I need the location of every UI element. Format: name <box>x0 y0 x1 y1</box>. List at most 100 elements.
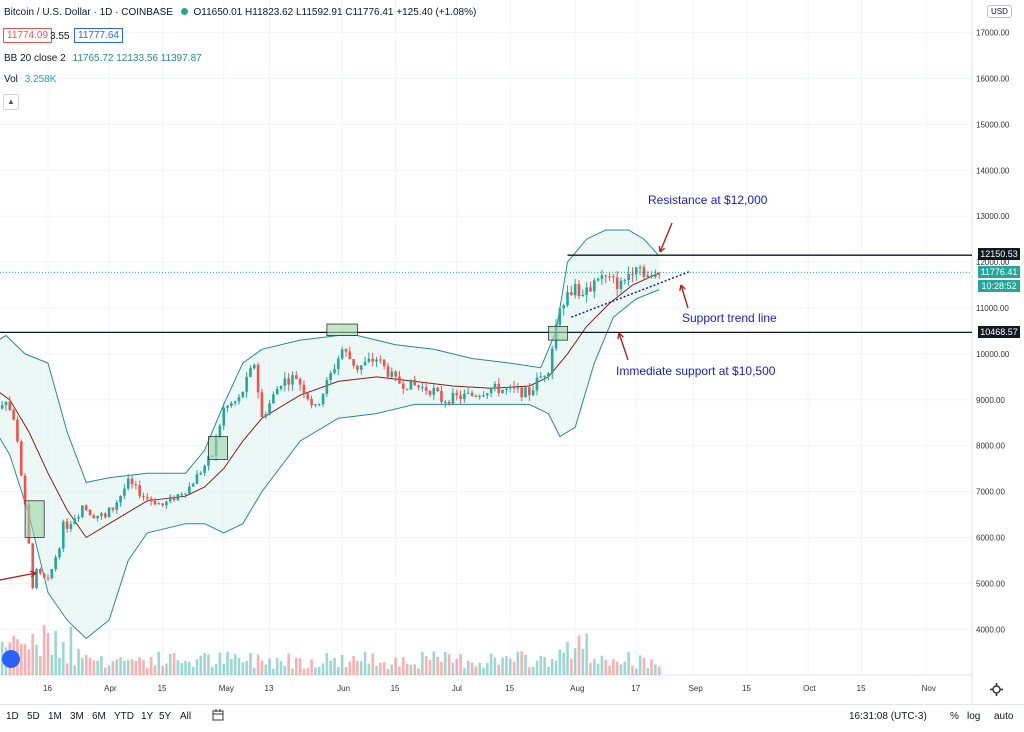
candle-body <box>642 267 646 277</box>
timeframe-1d[interactable]: 1D <box>6 711 19 722</box>
volume-bar <box>329 660 332 675</box>
time-tick-label: 15 <box>742 684 751 693</box>
tradingview-logo-icon[interactable] <box>2 650 20 668</box>
candle-body <box>390 371 394 377</box>
candle-body <box>298 378 302 385</box>
candle-body <box>631 273 634 275</box>
candle-body <box>352 359 355 366</box>
volume-bar <box>317 666 321 675</box>
price-tick-label: 11000.00 <box>976 304 1009 313</box>
collapse-legend-button[interactable]: ▲ <box>3 94 19 110</box>
volume-bar <box>508 658 512 675</box>
candle-body <box>226 405 229 408</box>
candle-body <box>165 501 168 506</box>
volume-bar <box>596 663 600 675</box>
candle-body <box>592 280 596 292</box>
volume-bar <box>119 657 122 675</box>
timeframe-all[interactable]: All <box>180 711 192 722</box>
timeframe-ytd[interactable]: YTD <box>114 711 134 722</box>
volume-bar <box>550 659 554 675</box>
volume-bar <box>134 661 138 675</box>
clock-time[interactable]: 16:31:08 (UTC-3) <box>849 711 927 722</box>
volume-bar <box>627 652 630 675</box>
volume-bar <box>207 654 210 675</box>
annotation-arrow-head <box>679 284 686 292</box>
volume-label: Vol <box>4 74 18 85</box>
volume-bar <box>31 634 35 675</box>
volume-bar <box>486 663 489 675</box>
volume-bar <box>46 633 50 675</box>
candle-body <box>126 478 130 489</box>
settings-gear-icon[interactable] <box>990 683 1003 696</box>
candle-body <box>207 456 210 466</box>
volume-bar <box>27 649 31 675</box>
volume-bar <box>100 656 103 675</box>
currency-badge[interactable]: USD <box>987 5 1012 18</box>
candle-body <box>283 378 287 386</box>
volume-bar <box>638 655 642 675</box>
volume-bar <box>581 648 585 675</box>
volume-bar <box>23 644 27 675</box>
volume-bar <box>153 665 157 675</box>
candle-body <box>401 383 405 389</box>
volume-bar <box>165 663 168 675</box>
auto-toggle[interactable]: auto <box>994 711 1014 722</box>
volume-bar <box>81 657 84 675</box>
candle-body <box>115 502 119 510</box>
timeframe-1m[interactable]: 1M <box>48 711 62 722</box>
candle-body <box>31 543 35 588</box>
candle-body <box>455 392 459 396</box>
volume-bar <box>69 626 73 675</box>
volume-bar <box>440 662 443 675</box>
log-toggle[interactable]: log <box>967 711 981 722</box>
candle-body <box>149 498 153 501</box>
volume-bar <box>264 664 268 675</box>
candle-body <box>35 569 38 588</box>
timeframe-5y[interactable]: 5Y <box>159 711 172 722</box>
ask-price-box[interactable]: 11777.64 <box>74 28 123 43</box>
candle-body <box>413 379 417 386</box>
timeframe-5d[interactable]: 5D <box>27 711 40 722</box>
breakout-box <box>548 325 568 341</box>
timeframe-6m[interactable]: 6M <box>92 711 106 722</box>
volume-bar <box>19 643 23 675</box>
volume-bar <box>436 656 439 675</box>
status-dot <box>180 8 188 15</box>
volume-bar <box>50 655 54 675</box>
candle-body <box>508 386 512 389</box>
candle-body <box>428 390 432 395</box>
candle-body <box>451 392 455 404</box>
candle-body <box>287 378 290 385</box>
volume-bar <box>413 664 417 675</box>
volume-bar <box>218 652 222 675</box>
candle-body <box>535 377 539 391</box>
candle-body <box>39 569 42 574</box>
candle-body <box>654 274 657 277</box>
date-range-icon[interactable] <box>212 709 224 721</box>
volume-bar <box>35 644 38 675</box>
annotation-arrow <box>680 284 689 309</box>
candle-body <box>359 365 363 370</box>
ohlc-values: O11650.01 H11823.62 L11592.91 C11776.41 … <box>193 7 477 18</box>
candle-body <box>375 359 378 362</box>
candle-body <box>260 392 264 418</box>
percent-toggle[interactable]: % <box>950 711 959 722</box>
candle-body <box>367 358 371 362</box>
symbol-title[interactable]: Bitcoin / U.S. Dollar · 1D · COINBASE <box>4 7 173 18</box>
timeframe-3m[interactable]: 3M <box>70 711 84 722</box>
annotation-resistance: Resistance at $12,000 <box>648 193 768 207</box>
bid-price-box[interactable]: 11774.09 <box>3 28 52 43</box>
volume-bar <box>180 663 183 675</box>
price-axis: 4000.00 5000.00 6000.00 7000.00 8000.00 9000.… <box>976 29 1010 635</box>
volume-bar <box>184 660 187 675</box>
volume-bar <box>138 657 141 675</box>
time-tick-label: Jul <box>452 684 462 693</box>
timeframe-1y[interactable]: 1Y <box>141 711 154 722</box>
price-tick-label: 12000.00 <box>976 258 1010 267</box>
candle-body <box>516 387 520 389</box>
time-tick-label: 17 <box>631 684 640 693</box>
candle-body <box>199 472 203 475</box>
volume-bar <box>558 649 562 675</box>
volume-bar <box>497 664 501 675</box>
